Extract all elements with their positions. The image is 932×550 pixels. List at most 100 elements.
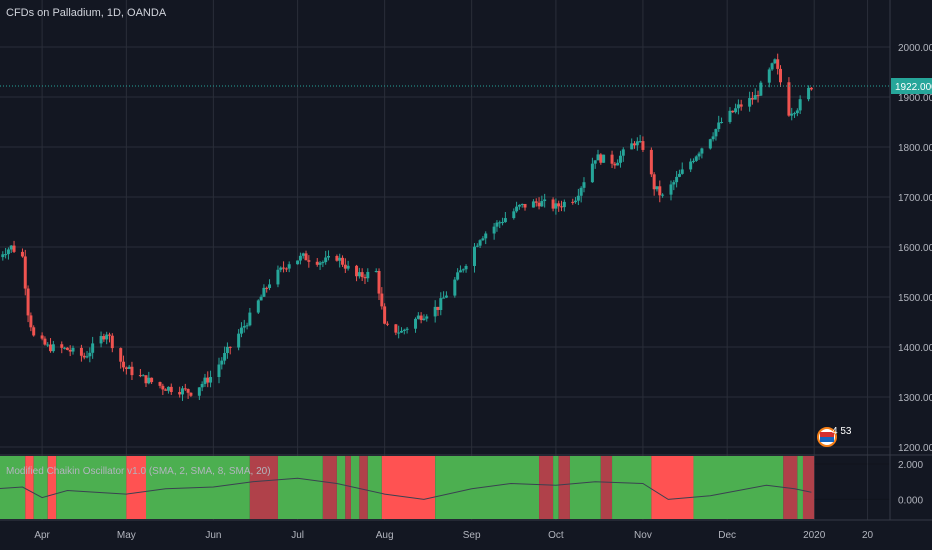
candle-body — [714, 129, 718, 137]
candle-body — [787, 82, 791, 116]
oscillator-segment — [797, 456, 803, 519]
candle-body — [161, 385, 165, 390]
candle-body — [26, 288, 30, 316]
candle-body — [248, 312, 252, 326]
candle-body — [144, 375, 148, 384]
candle-body — [618, 155, 622, 163]
candle-body — [456, 272, 460, 280]
candle-body — [4, 254, 8, 256]
candle-body — [346, 265, 350, 269]
candle-body — [268, 284, 272, 288]
candle-body — [385, 323, 389, 325]
indicator-label: Modified Chaikin Oscillator v1.0 (SMA, 2… — [6, 466, 271, 477]
candle-body — [537, 202, 541, 207]
candle-body — [478, 240, 482, 246]
candle-body — [464, 265, 468, 270]
candle-body — [9, 245, 13, 250]
candle-body — [571, 201, 575, 203]
candle-body — [402, 329, 406, 331]
oscillator-segment — [802, 456, 815, 519]
candle-body — [99, 336, 103, 344]
oscillator-segment — [553, 456, 559, 519]
candle-body — [1, 254, 5, 258]
candle-body — [790, 113, 794, 116]
oscillator-segment — [249, 456, 278, 519]
time-tick-label: May — [117, 530, 136, 541]
candle-body — [394, 324, 398, 333]
candle-body — [734, 108, 738, 113]
candle-body — [88, 352, 92, 357]
candle-body — [79, 347, 83, 356]
candle-body — [773, 59, 777, 64]
candle-body — [776, 59, 780, 69]
candle-body — [582, 182, 586, 188]
flag-stripe-icon — [820, 432, 834, 437]
candle-body — [700, 148, 704, 154]
time-tick-label: Sep — [463, 530, 481, 541]
oscillator-segment — [47, 456, 57, 519]
candle-body — [736, 104, 740, 109]
price-tick-label: 1700.000 — [898, 193, 932, 204]
candle-body — [442, 297, 446, 299]
oscillator-segment — [367, 456, 382, 519]
candle-body — [658, 186, 662, 196]
candle-body — [689, 161, 693, 170]
candle-body — [158, 382, 162, 386]
candle-body — [680, 169, 684, 174]
candle-body — [495, 222, 499, 227]
candle-body — [60, 344, 64, 348]
candle-body — [557, 203, 561, 207]
price-tick-label: 1800.000 — [898, 143, 932, 154]
candle-body — [621, 149, 625, 156]
oscillator-segment — [322, 456, 337, 519]
candle-body — [672, 182, 676, 185]
candle-body — [206, 377, 210, 383]
candle-body — [380, 293, 384, 307]
candle-body — [130, 366, 134, 376]
candle-body — [127, 366, 131, 369]
candle-body — [399, 330, 403, 333]
time-tick-label: Oct — [548, 530, 564, 541]
candle-body — [596, 154, 600, 161]
candle-body — [523, 203, 527, 208]
candle-body — [183, 388, 187, 390]
candle-body — [531, 201, 535, 208]
candle-body — [225, 346, 229, 353]
candle-body — [239, 327, 243, 334]
candle-body — [43, 338, 47, 345]
chart-title: CFDs on Palladium, 1D, OANDA — [6, 7, 167, 19]
candle-body — [422, 318, 426, 321]
candle-body — [355, 265, 359, 277]
candle-body — [262, 287, 266, 297]
time-tick-label: Jun — [205, 530, 221, 541]
candle-body — [562, 201, 566, 208]
price-tick-label: 1200.000 — [898, 443, 932, 454]
time-tick-label: Apr — [34, 530, 50, 541]
candle-body — [675, 176, 679, 183]
candle-body — [590, 163, 594, 183]
candle-body — [124, 367, 128, 369]
candle-body — [220, 360, 224, 365]
candle-body — [809, 87, 813, 90]
candle-body — [49, 344, 53, 352]
oscillator-line-group — [0, 477, 812, 500]
candle-body — [377, 271, 381, 294]
axes — [0, 0, 932, 521]
candle-body — [178, 392, 182, 395]
event-badge[interactable]: 4 53 — [817, 426, 852, 447]
candle-body — [599, 154, 603, 163]
last-price-tag — [891, 78, 932, 94]
candle-body — [169, 386, 173, 393]
time-tick-label: Dec — [718, 530, 736, 541]
candle-body — [512, 211, 516, 219]
time-tick-label: Nov — [634, 530, 652, 541]
candle-body — [484, 233, 488, 239]
candle-body — [65, 347, 69, 350]
candle-body — [107, 334, 111, 336]
candle-body — [203, 377, 207, 384]
candle-body — [551, 199, 555, 209]
candle-body — [32, 327, 36, 336]
candle-body — [164, 389, 168, 391]
candle-body — [228, 346, 232, 348]
